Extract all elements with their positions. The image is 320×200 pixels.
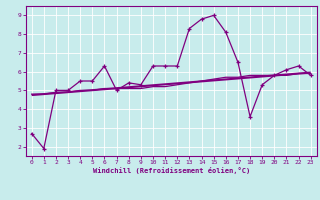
X-axis label: Windchill (Refroidissement éolien,°C): Windchill (Refroidissement éolien,°C) [92, 167, 250, 174]
